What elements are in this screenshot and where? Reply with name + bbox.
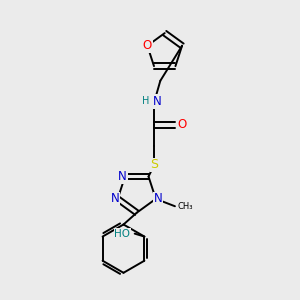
Text: N: N: [154, 192, 163, 206]
Text: HO: HO: [114, 229, 130, 238]
Text: CH₃: CH₃: [177, 202, 193, 211]
Text: O: O: [143, 39, 152, 52]
Text: S: S: [150, 158, 158, 171]
Text: O: O: [177, 118, 186, 131]
Text: N: N: [111, 192, 120, 206]
Text: H: H: [142, 96, 150, 106]
Text: N: N: [118, 170, 127, 183]
Text: N: N: [152, 95, 161, 108]
